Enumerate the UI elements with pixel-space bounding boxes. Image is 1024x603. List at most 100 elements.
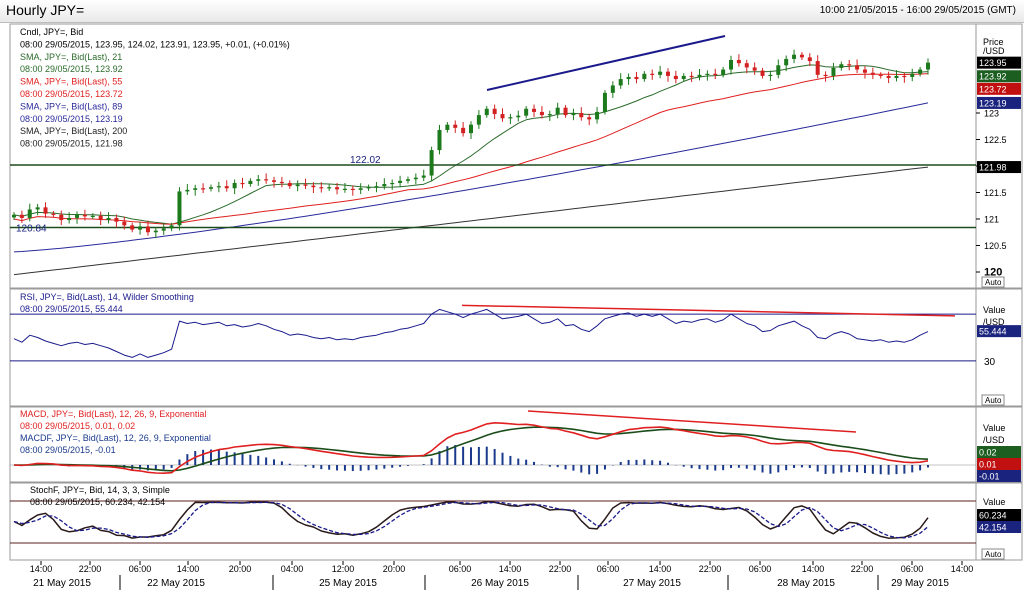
candle-body — [177, 191, 182, 226]
candle-body — [51, 213, 56, 215]
candle-body — [705, 73, 710, 75]
price-tag-sma89: 123.19 — [979, 98, 1007, 108]
candle-body — [287, 182, 292, 187]
macd-axis-header: Value — [983, 423, 1005, 433]
candle-body — [634, 76, 639, 80]
candle-body — [902, 75, 907, 78]
candle-body — [571, 113, 576, 116]
candle-body — [256, 179, 261, 181]
candle-body — [610, 85, 615, 93]
candle-body — [484, 108, 489, 116]
candle-body — [153, 230, 158, 233]
candle-body — [799, 54, 804, 58]
price-auto-box — [981, 276, 1005, 288]
price-tag-close: 123.95 — [979, 58, 1007, 68]
candle-body — [98, 215, 103, 221]
price-axis-unit: /USD — [983, 46, 1005, 56]
candle-body — [350, 188, 355, 190]
candle-body — [689, 75, 694, 78]
candle-body — [650, 73, 655, 75]
macd-legend-line: 08:00 29/05/2015, -0.01 — [20, 445, 116, 455]
macd-tag-hist-bg — [977, 470, 1021, 482]
macd-legend-line: 08:00 29/05/2015, 0.01, 0.02 — [20, 421, 135, 431]
x-day-label: 27 May 2015 — [623, 578, 681, 589]
candle-body — [138, 226, 143, 230]
candle-body — [862, 69, 867, 73]
stoch-tag-k: 60.234 — [979, 511, 1007, 521]
candle-body — [926, 62, 930, 70]
macd-tag-macd-bg — [977, 458, 1021, 470]
price-legend-line: 08:00 29/05/2015, 123.72 — [20, 89, 123, 99]
candle-body — [272, 180, 277, 182]
candle-body — [894, 75, 899, 79]
candle-body — [335, 187, 340, 190]
price-tag-sma55: 123.72 — [979, 84, 1007, 94]
candle-body — [792, 54, 797, 59]
candle-body — [390, 182, 395, 185]
x-day-label: 28 May 2015 — [777, 578, 835, 589]
candle-body — [618, 79, 623, 86]
rsi-tick-30: 30 — [984, 357, 996, 368]
candle-body — [59, 214, 64, 221]
stoch-k-line — [13, 500, 929, 539]
price-panel-frame — [9, 23, 977, 289]
candle-body — [382, 184, 387, 187]
candle-body — [358, 188, 363, 190]
candle-body — [216, 186, 221, 188]
candle-body — [445, 124, 450, 130]
candle-body — [374, 186, 379, 188]
stoch-axis-header: Value — [983, 497, 1005, 507]
candle-body — [342, 188, 347, 190]
sma-55-line — [13, 73, 929, 225]
sma-89-line — [13, 102, 929, 253]
candle-body — [508, 117, 513, 119]
candle-body — [437, 129, 442, 151]
x-tick-label: 14:00 — [499, 564, 522, 574]
candle-body — [35, 207, 40, 210]
candle-body — [642, 73, 647, 80]
price-auto-label: Auto — [985, 278, 1002, 287]
rsi-auto-label: Auto — [985, 396, 1002, 405]
macd-tag-signal-bg — [977, 446, 1021, 458]
candle-body — [839, 64, 844, 68]
candle-body — [114, 217, 119, 222]
candle-body — [413, 177, 418, 180]
price-tick-label: 120.5 — [984, 241, 1007, 251]
stoch-tag-d-bg — [977, 521, 1021, 533]
price-tag-sma200-bg — [977, 161, 1021, 174]
price-tick-label: 123 — [984, 109, 999, 119]
candle-body — [366, 187, 371, 189]
x-tick-label: 06:00 — [749, 564, 772, 574]
candle-body — [122, 221, 127, 226]
candle-body — [453, 124, 458, 128]
macd-tag-macd: 0.01 — [979, 460, 997, 470]
macd-legend-line: MACD, JPY=, Bid(Last), 12, 26, 9, Expone… — [20, 409, 206, 419]
candle-body — [579, 113, 584, 118]
rsi-panel-frame — [9, 288, 977, 407]
x-tick-label: 14:00 — [649, 564, 672, 574]
candle-body — [405, 179, 410, 181]
price-tag-sma21-bg — [977, 70, 1021, 83]
price-tick-label: 122.5 — [984, 135, 1007, 145]
price-tag-close-bg — [977, 56, 1021, 69]
candle-body — [208, 187, 213, 189]
candle-body — [469, 124, 473, 134]
sma-200-line — [13, 166, 929, 276]
x-day-label: 25 May 2015 — [319, 578, 377, 589]
candle-body — [532, 108, 537, 112]
x-day-label: 22 May 2015 — [147, 578, 205, 589]
price-tag-sma21: 123.92 — [979, 72, 1007, 82]
x-tick-label: 14:00 — [177, 564, 200, 574]
candle-body — [201, 188, 206, 190]
candle-body — [752, 67, 757, 71]
price-legend-line: Cndl, JPY=, Bid — [20, 27, 83, 37]
candle-body — [768, 74, 773, 77]
candle-body — [19, 214, 24, 218]
stoch-panel-frame — [9, 482, 977, 561]
rsi-legend-line: RSI, JPY=, Bid(Last), 14, Wilder Smoothi… — [20, 292, 194, 302]
level-label-122: 122.02 — [350, 155, 381, 166]
candle-body — [555, 107, 560, 115]
macd-divergence-line — [527, 410, 857, 433]
candle-body — [295, 184, 300, 187]
